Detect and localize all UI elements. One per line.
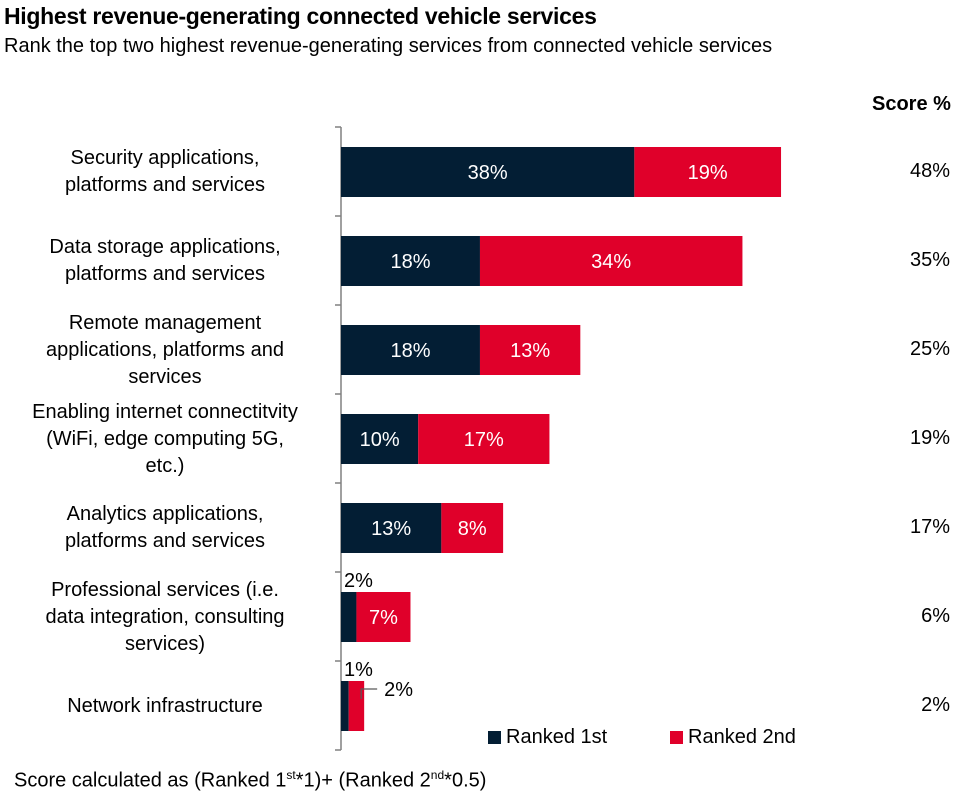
data-label-ranked-2nd: 34% xyxy=(591,251,631,273)
score-column-header: Score % xyxy=(872,93,951,115)
data-label-ranked-2nd: 19% xyxy=(688,162,728,184)
footnote: Score calculated as (Ranked 1st*1)+ (Ran… xyxy=(14,768,487,792)
legend-label-ranked-2nd: Ranked 2nd xyxy=(688,726,796,748)
legend-swatch-ranked-1st xyxy=(488,731,501,744)
data-label-ranked-1st: 18% xyxy=(390,340,430,362)
data-label-ranked-1st: 38% xyxy=(468,162,508,184)
category-label: Network infrastructure xyxy=(67,694,263,717)
score-value: 35% xyxy=(909,249,950,271)
data-label-ranked-2nd: 13% xyxy=(510,340,550,362)
legend-item-ranked-2nd: Ranked 2nd xyxy=(670,726,796,749)
data-label-ranked-1st: 2% xyxy=(344,570,373,592)
score-value: 17% xyxy=(909,516,950,538)
score-value: 25% xyxy=(909,338,950,360)
legend-item-ranked-1st: Ranked 1st xyxy=(488,726,607,749)
category-label: Professional services (i.e. data integrat… xyxy=(45,578,285,655)
data-label-ranked-2nd: 2% xyxy=(384,679,413,701)
bar-ranked-1st xyxy=(341,503,442,553)
score-value: 48% xyxy=(909,160,950,182)
data-label-ranked-1st: 13% xyxy=(371,518,411,540)
category-label: Remote management applications, platforms… xyxy=(46,311,284,388)
data-label-ranked-2nd: 8% xyxy=(458,518,487,540)
category-label: Data storage applications, platforms and … xyxy=(49,236,281,285)
bar-ranked-1st xyxy=(341,414,419,464)
data-label-ranked-1st: 1% xyxy=(344,659,373,681)
bar-ranked-2nd xyxy=(479,325,581,375)
category-label: Enabling internet connectitvity (WiFi, ed… xyxy=(32,400,298,477)
bar-ranked-1st xyxy=(341,325,480,375)
chart-subtitle: Rank the top two highest revenue-generat… xyxy=(4,35,773,57)
chart-title: Highest revenue-generating connected veh… xyxy=(4,3,597,29)
bar-ranked-2nd xyxy=(441,503,504,553)
bar-ranked-1st xyxy=(341,147,635,197)
data-label-ranked-2nd: 17% xyxy=(464,429,504,451)
score-value: 6% xyxy=(921,605,950,627)
score-value: 2% xyxy=(921,694,950,716)
bar-ranked-1st xyxy=(341,681,349,731)
bar-ranked-2nd xyxy=(418,414,550,464)
category-label: Security applications, platforms and serv… xyxy=(64,147,266,196)
score-value: 19% xyxy=(909,427,950,449)
data-label-ranked-2nd: 7% xyxy=(369,607,398,629)
legend-label-ranked-1st: Ranked 1st xyxy=(506,726,608,748)
bar-ranked-1st xyxy=(341,592,357,642)
leader-line xyxy=(360,688,378,699)
bar-ranked-2nd xyxy=(348,681,365,731)
bar-ranked-2nd xyxy=(479,236,743,286)
data-label-ranked-1st: 18% xyxy=(390,251,430,273)
bar-ranked-1st xyxy=(341,236,480,286)
bar-ranked-2nd xyxy=(356,592,411,642)
category-label: Analytics applications, platforms and ser… xyxy=(64,503,266,552)
bar-ranked-2nd xyxy=(634,147,782,197)
data-label-ranked-1st: 10% xyxy=(360,429,400,451)
legend-swatch-ranked-2nd xyxy=(670,731,683,744)
